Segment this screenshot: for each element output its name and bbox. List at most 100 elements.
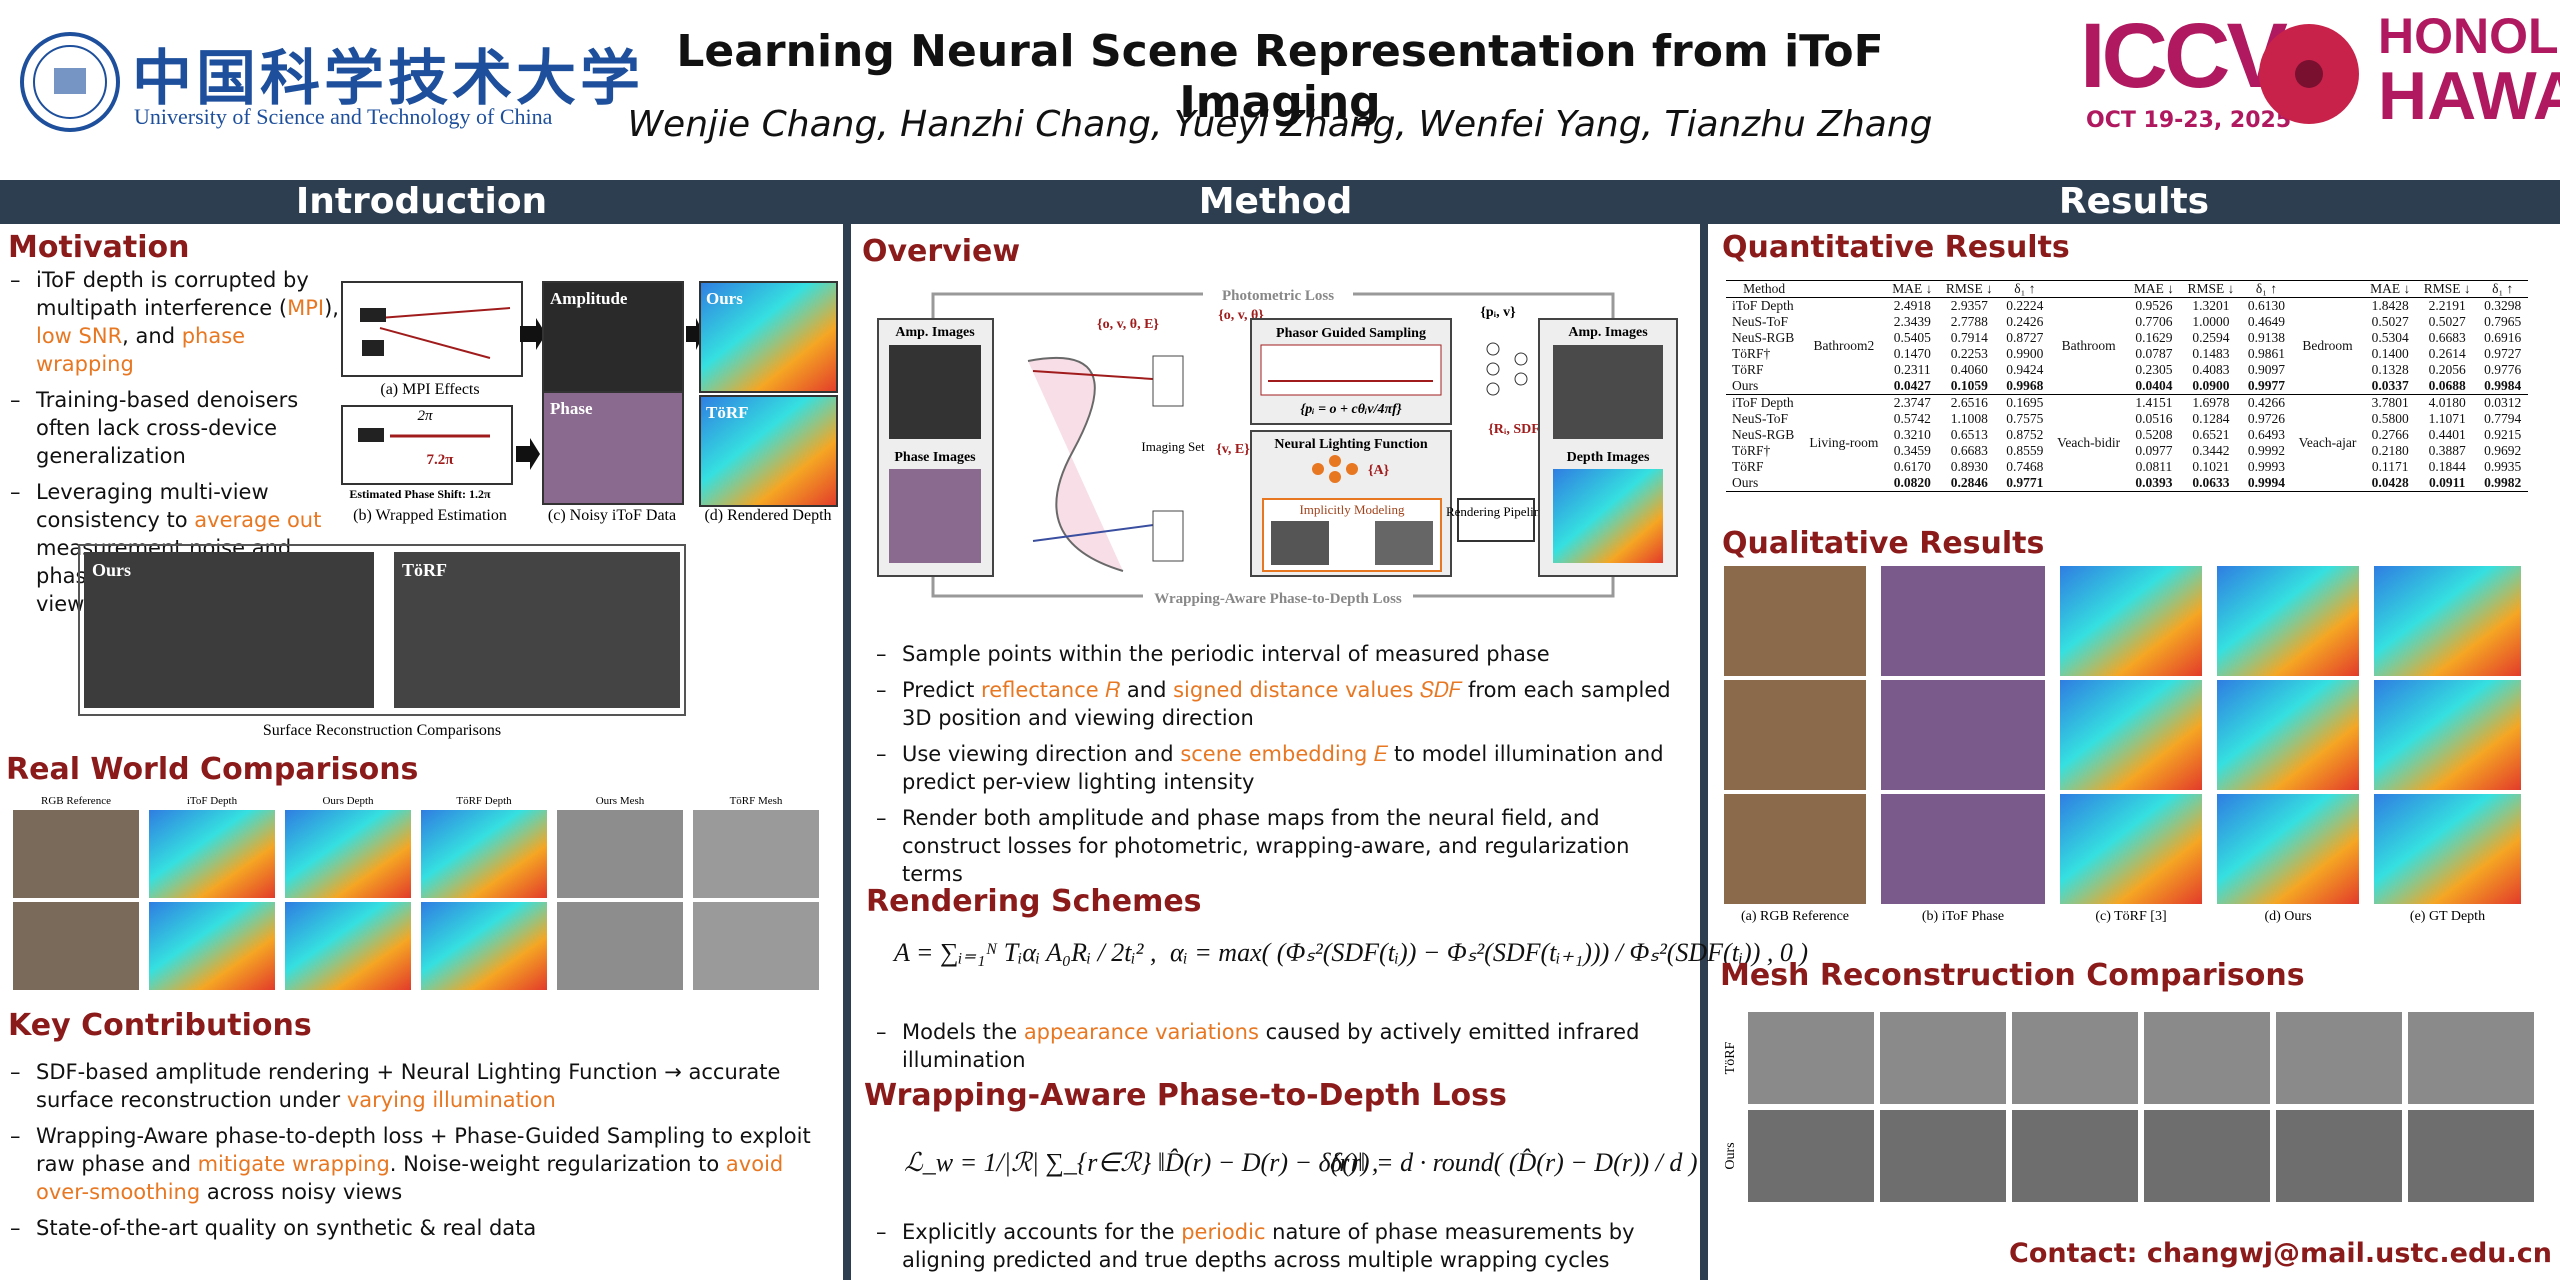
table-cell: 0.9138 [2247, 330, 2286, 345]
table-cell: 0.9992 [2247, 443, 2286, 458]
highlight-text: signed distance values 𝑆𝐷𝐹 [1173, 678, 1462, 702]
image-placeholder [13, 902, 139, 990]
table-row: Ours 0.0427 0.1059 0.9968 0.0404 0.0900 0.9977… [1726, 378, 2528, 395]
table-cell: 0.9993 [2247, 459, 2286, 474]
table-cell: 0.5800 [2371, 411, 2409, 426]
table-cell: 2.7788 [1950, 314, 1988, 329]
table-header-spacer [2292, 281, 2364, 298]
mesh-figure: TöRF Ours [1723, 1012, 2534, 1202]
table-cell: 0.0427 [1893, 378, 1931, 393]
highlight-text: reflectance 𝑅 [981, 678, 1121, 702]
table-cell: 0.1059 [1950, 378, 1988, 393]
section-heading: Key Contributions [8, 1008, 312, 1043]
table-cell: 0.2305 [2135, 362, 2173, 377]
bullet: Use viewing direction and scene embeddin… [874, 740, 1694, 796]
bullet-text: SDF-based amplitude rendering + Neural L… [36, 1060, 781, 1112]
table-cell: 0.6683 [2428, 330, 2466, 345]
image-placeholder [13, 810, 139, 898]
table-header-spacer [2050, 281, 2127, 298]
image-placeholder [421, 810, 547, 898]
figure-label: RGB Reference [41, 795, 111, 807]
conference-dates: OCT 19-23, 2025 [2086, 108, 2292, 133]
image-placeholder [1748, 1110, 1874, 1202]
table-cell: Veach-bidir [2057, 435, 2121, 450]
table-cell: 0.1483 [2192, 346, 2230, 361]
diagram-label: {pᵢ, v} [1480, 305, 1516, 320]
bullet-text: across noisy views [200, 1180, 403, 1204]
diagram-label: Phasor Guided Sampling [1276, 326, 1426, 341]
table-cell: 0.9726 [2247, 411, 2286, 426]
diagram-label: Photometric Loss [1222, 288, 1334, 304]
table-cell: 0.3298 [2484, 298, 2522, 313]
figure-label: TöRF [706, 403, 749, 422]
qualitative-figure: (a) RGB Reference (b) iToF Phase (c) TöRF … [1724, 566, 2521, 924]
bullet: Render both amplitude and phase maps fro… [874, 804, 1694, 888]
diagram-label: Imaging Set [1141, 439, 1205, 454]
bullet: Predict reflectance 𝑅 and signed distanc… [874, 676, 1694, 732]
column-heading: Results [1708, 180, 2560, 224]
bullet: State-of-the-art quality on synthetic & … [8, 1214, 828, 1242]
image-placeholder [557, 902, 683, 990]
figure-caption: (b) Wrapped Estimation [353, 507, 507, 524]
diagram-label: Neural Lighting Function [1274, 437, 1427, 452]
image-placeholder [149, 902, 275, 990]
bullet-list: Explicitly accounts for the periodic nat… [874, 1218, 1694, 1282]
section-heading: Real World Comparisons [6, 752, 419, 787]
highlight-text: mitigate wrapping [197, 1152, 390, 1176]
diagram-label: {pᵢ = o + cθᵢv/4πf} [1300, 402, 1401, 417]
table-row: TöRF 0.2311 0.4060 0.9424 0.2305 0.4083 0.9097… [1726, 362, 2528, 378]
image-placeholder [1724, 566, 1866, 676]
table-row: iToF Depth Living-room 2.3747 2.6516 0.1695 V… [1726, 394, 2528, 450]
image-placeholder [1724, 680, 1866, 790]
table-cell: 0.1284 [2192, 411, 2230, 426]
table-cell: 0.4649 [2247, 314, 2286, 329]
diagram-label: Amp. Images [1568, 325, 1648, 340]
table-cell: 1.4151 [2135, 395, 2173, 410]
table-cell: 0.0404 [2135, 378, 2173, 393]
image-placeholder [2144, 1012, 2270, 1104]
table-cell: 0.2766 [2371, 427, 2409, 442]
table-cell: 0.7706 [2135, 314, 2173, 329]
table-cell: 2.3747 [1893, 395, 1931, 410]
table-header: RMSE ↓ [1945, 281, 1993, 296]
overview-diagram: Photometric Loss Wrapping-Aware Phase-to… [877, 283, 1678, 608]
table-cell: 0.9900 [2006, 346, 2044, 361]
image-placeholder [1881, 680, 2045, 790]
table-cell: 0.7965 [2484, 314, 2522, 329]
bullet-list: SDF-based amplitude rendering + Neural L… [8, 1058, 828, 1250]
table-header: RMSE ↓ [2423, 281, 2471, 296]
table-cell: 0.9526 [2135, 298, 2173, 313]
table-cell: 0.9692 [2484, 443, 2522, 458]
figure-caption: (d) Rendered Depth [704, 507, 831, 524]
table-cell: 0.2253 [1950, 346, 1988, 361]
figure-label: iToF Depth [187, 795, 238, 807]
image-placeholder [2144, 1110, 2270, 1202]
bullet: Sample points within the periodic interv… [874, 640, 1694, 668]
row-label: TöRF [1723, 1041, 1738, 1074]
image-placeholder [2060, 566, 2202, 676]
image-placeholder [2374, 680, 2521, 790]
image-placeholder [149, 810, 275, 898]
table-row: TöRF 0.6170 0.8930 0.7468 0.0811 0.1021 0.9993… [1726, 459, 2528, 475]
image-placeholder [1881, 566, 2045, 676]
table-header: Method [1743, 281, 1786, 296]
table-cell: 0.8752 [2006, 427, 2044, 442]
formula: αᵢ = max( (Φₛ²(SDF(tᵢ)) − Φₛ²(SDF(tᵢ₊₁))… [1170, 938, 1809, 967]
table-cell: 0.9968 [2006, 378, 2044, 393]
table-row: TöRF† 0.3459 0.6683 0.8559 0.0977 0.3442 0.999… [1726, 443, 2528, 459]
bullet-text: Use viewing direction and [902, 742, 1181, 766]
figure-caption: Surface Reconstruction Comparisons [263, 722, 501, 739]
table-cell: 0.9776 [2484, 362, 2522, 377]
diagram-label: {A} [1368, 463, 1390, 478]
diagram-label: Depth Images [1567, 450, 1650, 465]
table-cell: 0.1470 [1893, 346, 1931, 361]
table-cell: iToF Depth [1732, 298, 1794, 313]
table-cell: 1.1008 [1950, 411, 1988, 426]
image-placeholder [2276, 1110, 2402, 1202]
image-placeholder [1880, 1110, 2006, 1202]
table-cell: 1.6978 [2192, 395, 2230, 410]
bullet-text: . Noise-weight regularization to [389, 1152, 726, 1176]
table-cell: 0.1328 [2371, 362, 2409, 377]
bullet-text: Training-based denoisers often lack cros… [36, 388, 299, 468]
table-cell: Bathroom [2061, 338, 2116, 353]
